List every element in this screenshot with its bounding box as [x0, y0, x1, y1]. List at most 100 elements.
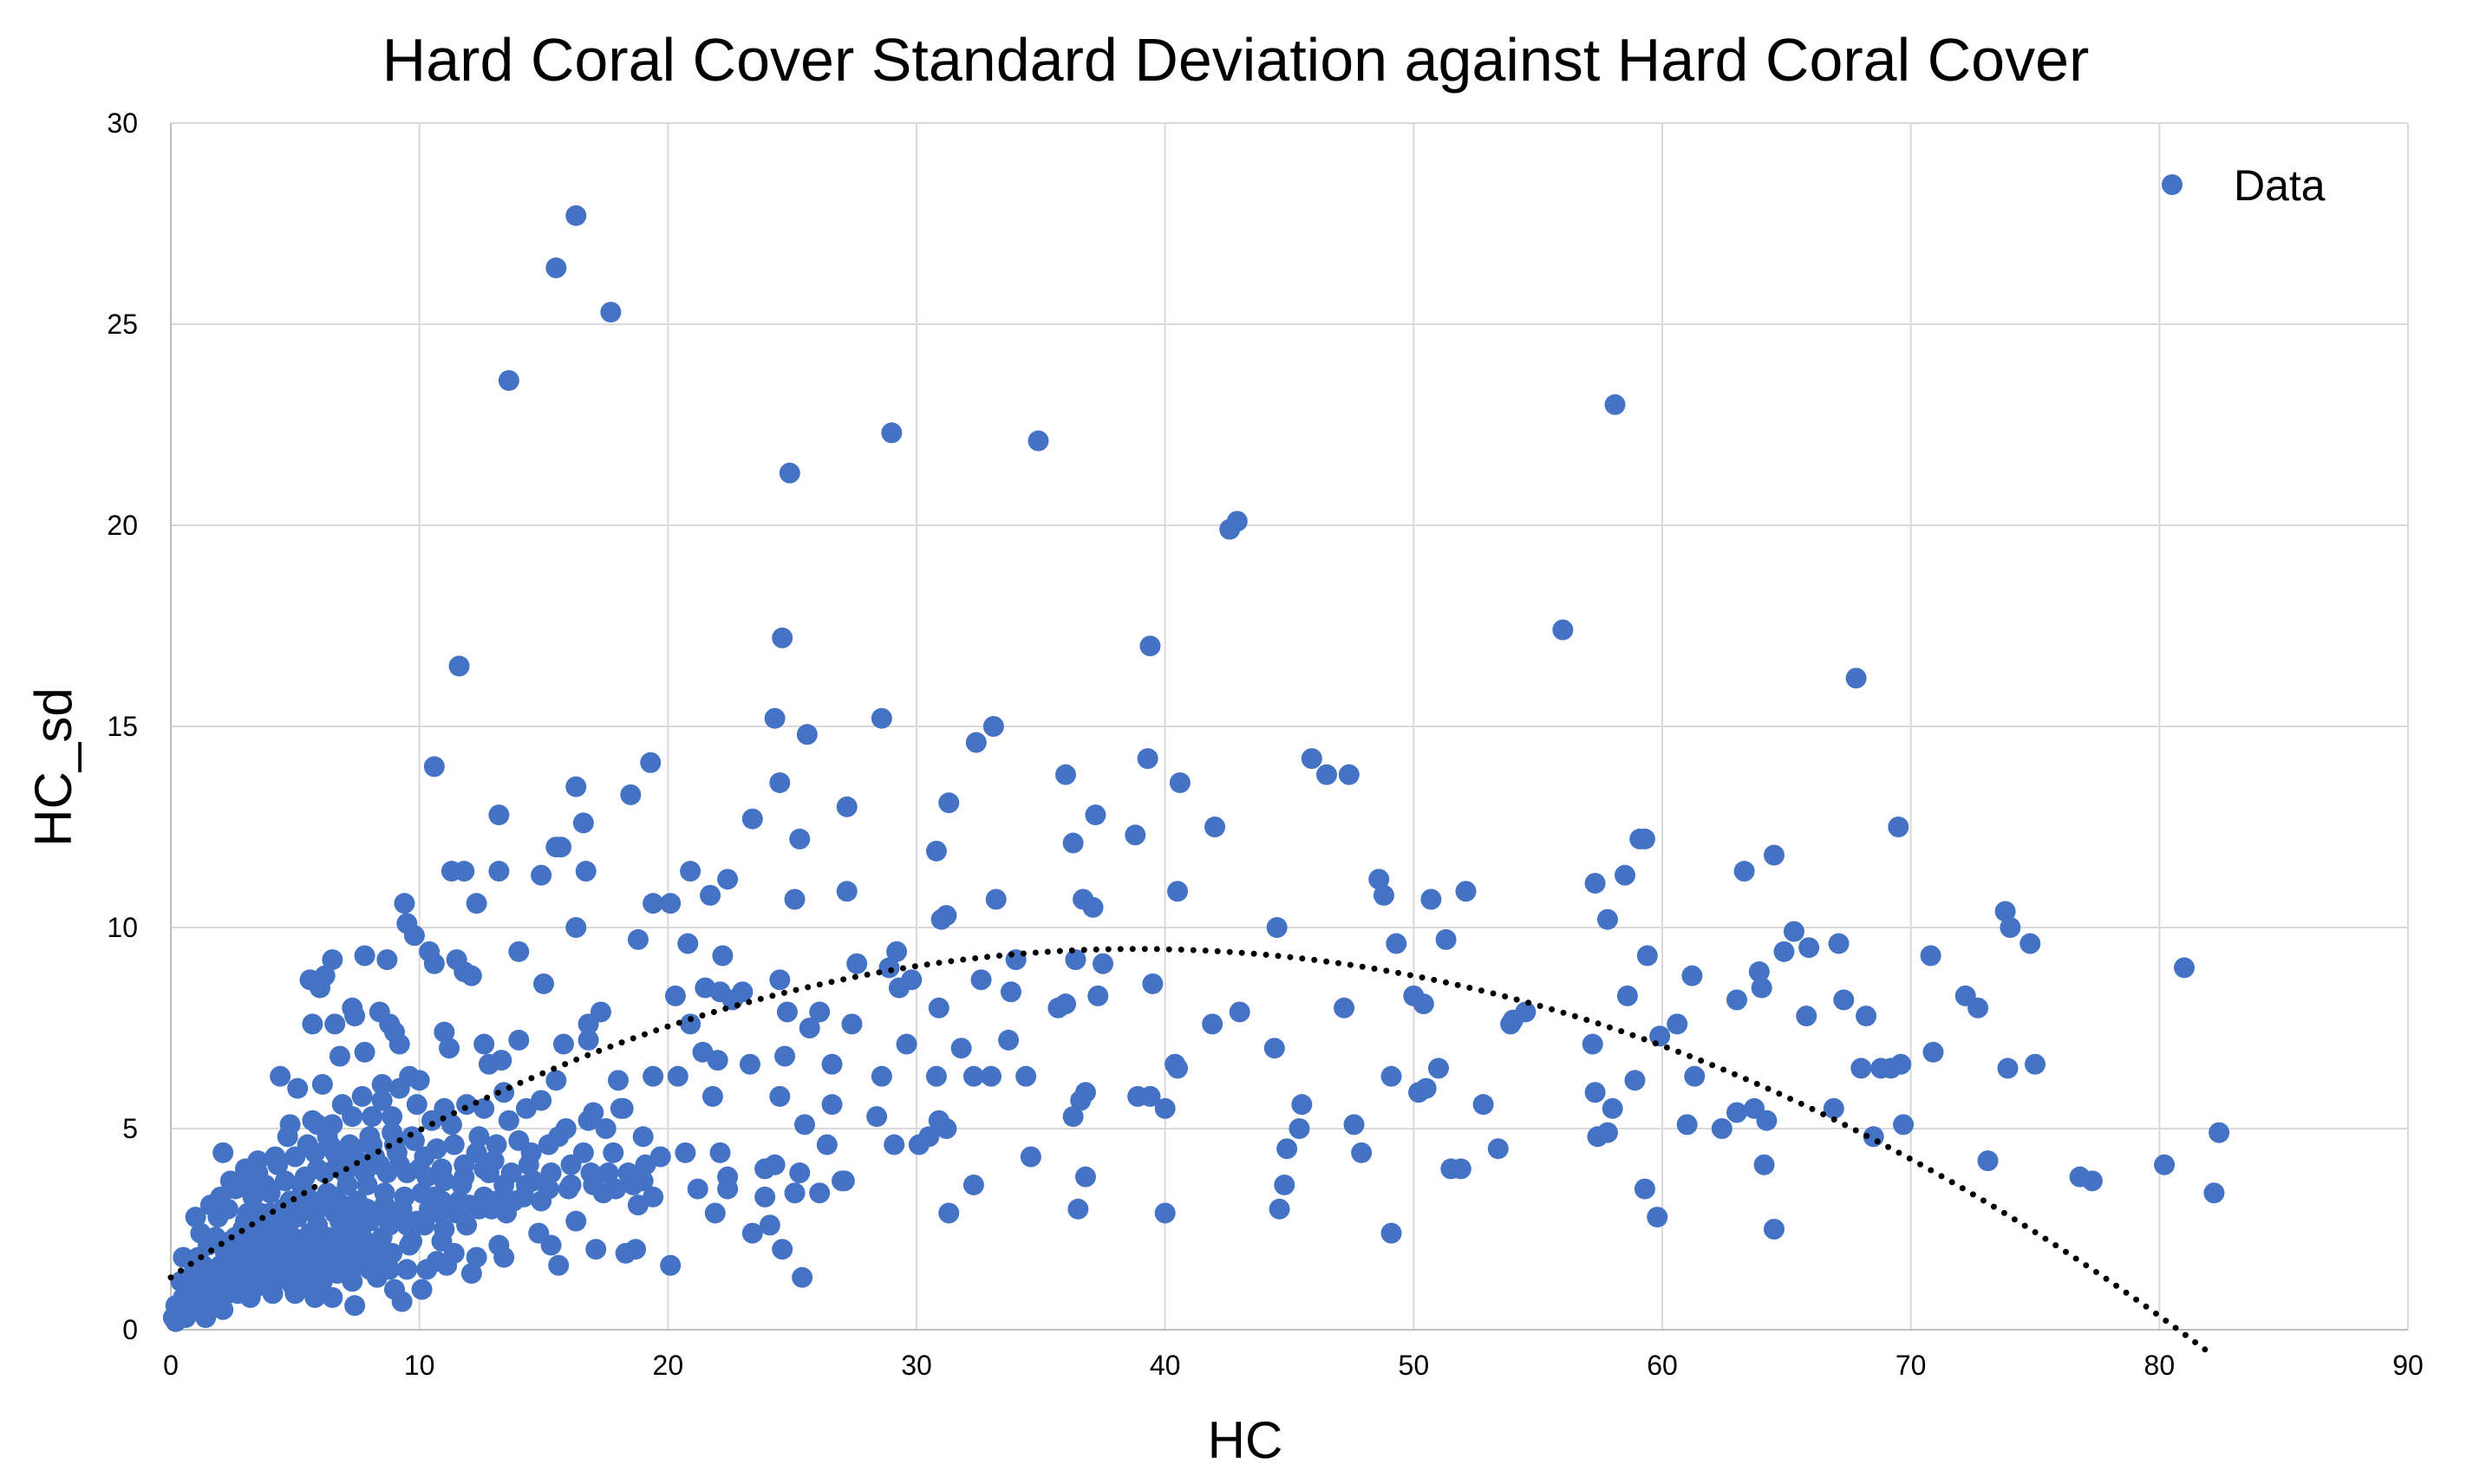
- data-point: [677, 933, 699, 954]
- data-point: [1676, 1114, 1698, 1136]
- data-point: [866, 1106, 888, 1128]
- x-tick-label: 40: [1150, 1350, 1181, 1381]
- data-point: [627, 928, 649, 950]
- data-point: [603, 1142, 624, 1163]
- data-point: [391, 1291, 413, 1312]
- data-point: [1684, 1065, 1706, 1087]
- data-point: [408, 1158, 430, 1180]
- data-point: [408, 1070, 430, 1091]
- data-point: [1062, 1106, 1084, 1128]
- data-point: [1515, 1001, 1537, 1023]
- data-point: [277, 1126, 298, 1148]
- data-point: [453, 1154, 475, 1175]
- legend-label: Data: [2234, 161, 2326, 210]
- data-point: [431, 1158, 453, 1180]
- data-point: [680, 1013, 701, 1035]
- data-point: [970, 969, 992, 991]
- data-point: [235, 1230, 256, 1252]
- data-point: [515, 1097, 537, 1119]
- data-point: [687, 1178, 708, 1200]
- data-point: [1070, 1090, 1092, 1111]
- x-tick-label: 90: [2392, 1350, 2424, 1381]
- data-point: [486, 1190, 507, 1212]
- data-point: [376, 949, 398, 971]
- data-point: [1967, 997, 1989, 1019]
- data-point: [1373, 884, 1394, 906]
- data-point: [1634, 828, 1655, 849]
- data-point: [1276, 1138, 1298, 1160]
- data-point: [1711, 1118, 1732, 1139]
- data-point: [391, 1198, 413, 1220]
- data-point: [1266, 917, 1288, 938]
- data-point: [2174, 957, 2195, 979]
- data-point: [351, 1085, 373, 1107]
- data-point: [1823, 1097, 1844, 1119]
- data-point: [416, 1259, 438, 1280]
- data-point: [354, 1041, 375, 1063]
- data-point: [836, 881, 858, 902]
- data-point: [1726, 989, 1747, 1011]
- data-point: [1850, 1058, 1872, 1079]
- data-point: [1420, 888, 1442, 910]
- data-point: [2154, 1154, 2176, 1175]
- data-point: [1636, 945, 1658, 967]
- data-point: [1263, 1038, 1285, 1059]
- legend-marker-icon: [2162, 174, 2183, 195]
- y-tick-label: 25: [107, 309, 138, 340]
- data-point: [794, 1114, 815, 1136]
- data-point: [551, 836, 572, 858]
- data-point: [443, 1134, 465, 1155]
- data-point: [1167, 1058, 1188, 1079]
- data-point: [339, 1134, 361, 1155]
- data-point: [776, 1001, 798, 1023]
- data-point: [322, 1286, 343, 1308]
- data-point: [769, 771, 791, 793]
- data-point: [515, 1174, 537, 1195]
- data-point: [821, 1053, 843, 1075]
- data-point: [1154, 1097, 1176, 1119]
- data-point: [1351, 1142, 1373, 1163]
- data-point: [466, 893, 487, 914]
- data-point: [290, 1254, 311, 1276]
- data-point: [548, 1254, 570, 1276]
- data-point: [1074, 1166, 1096, 1188]
- data-point: [871, 707, 892, 729]
- data-point: [625, 1239, 647, 1260]
- data-point: [329, 1045, 350, 1067]
- data-point: [2025, 1053, 2046, 1075]
- data-point: [1922, 1041, 1944, 1063]
- data-point: [538, 1134, 559, 1155]
- data-point: [1890, 1053, 1912, 1075]
- data-point: [406, 1094, 427, 1116]
- data-point: [1753, 1154, 1775, 1175]
- data-point: [774, 1045, 796, 1067]
- data-point: [374, 1194, 395, 1216]
- data-point: [344, 1006, 366, 1027]
- data-point: [319, 1134, 341, 1155]
- data-point: [299, 1274, 321, 1296]
- data-point: [1783, 921, 1804, 942]
- data-point: [1067, 1198, 1089, 1220]
- y-axis-label: HC_sd: [24, 687, 82, 846]
- data-point: [1733, 861, 1755, 882]
- data-point: [185, 1207, 206, 1228]
- data-point: [314, 1234, 336, 1256]
- data-point: [712, 945, 734, 967]
- data-point: [411, 1182, 433, 1204]
- y-tick-label: 30: [107, 107, 138, 139]
- data-point: [359, 1126, 381, 1148]
- data-point: [1584, 1082, 1606, 1103]
- data-point: [1085, 804, 1106, 826]
- data-point: [1997, 1058, 2019, 1079]
- data-point: [212, 1142, 234, 1163]
- data-point: [764, 707, 786, 729]
- data-point: [888, 977, 910, 999]
- data-point: [1154, 1202, 1176, 1224]
- data-point: [982, 716, 1004, 737]
- data-point: [590, 1001, 611, 1023]
- grid: [171, 122, 2409, 1330]
- data-point: [1647, 1207, 1668, 1228]
- data-point: [1380, 1065, 1402, 1087]
- data-point: [423, 953, 445, 974]
